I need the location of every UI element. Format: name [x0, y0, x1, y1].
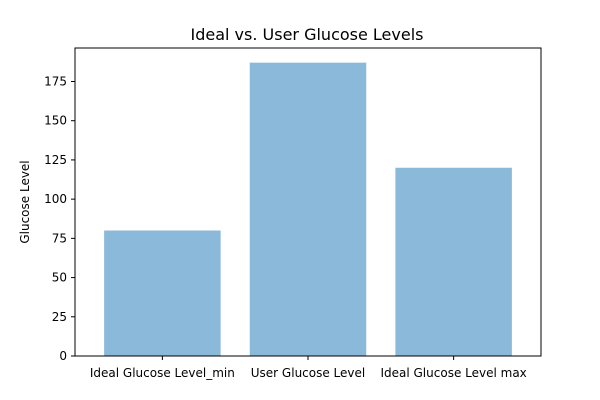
y-tick-label-6: 150 [44, 114, 67, 128]
plot-frame [74, 47, 542, 357]
chart-title: Ideal vs. User Glucose Levels [191, 25, 424, 44]
x-axis: Ideal Glucose Level_min User Glucose Leve… [90, 356, 527, 380]
bar-1 [249, 62, 367, 357]
x-tick-label-2: Ideal Glucose Level max [380, 366, 526, 380]
bars-layer [104, 62, 512, 357]
bar-0 [104, 230, 221, 356]
y-axis: 0 25 50 75 100 125 150 175 [44, 74, 75, 363]
y-tick-label-2: 50 [52, 271, 67, 285]
y-tick-label-1: 25 [52, 310, 67, 324]
x-tick-label-0: Ideal Glucose Level_min [90, 366, 235, 380]
y-tick-label-4: 100 [44, 192, 67, 206]
y-tick-label-5: 125 [44, 153, 67, 167]
y-axis-label: Glucose Level [18, 160, 32, 243]
y-tick-label-7: 175 [44, 74, 67, 88]
bar-2 [395, 167, 512, 356]
y-tick-label-0: 0 [59, 349, 67, 363]
x-tick-label-1: User Glucose Level [251, 366, 365, 380]
y-tick-label-3: 75 [52, 231, 67, 245]
